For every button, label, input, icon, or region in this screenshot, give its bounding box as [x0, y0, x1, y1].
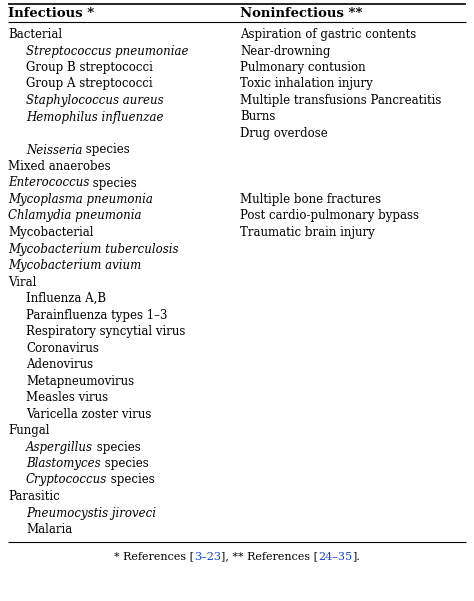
Text: Mycobacterium avium: Mycobacterium avium: [8, 259, 141, 272]
Text: Hemophilus influenzae: Hemophilus influenzae: [26, 111, 164, 123]
Text: Noninfectious **: Noninfectious **: [240, 7, 363, 20]
Text: Measles virus: Measles virus: [26, 391, 108, 404]
Text: Drug overdose: Drug overdose: [240, 127, 328, 140]
Text: Pulmonary contusion: Pulmonary contusion: [240, 61, 365, 74]
Text: Bacterial: Bacterial: [8, 28, 62, 41]
Text: Fungal: Fungal: [8, 424, 49, 437]
Text: species: species: [100, 457, 148, 470]
Text: Aspiration of gastric contents: Aspiration of gastric contents: [240, 28, 416, 41]
Text: Adenovirus: Adenovirus: [26, 358, 93, 371]
Text: Influenza A,B: Influenza A,B: [26, 292, 106, 305]
Text: * References [: * References [: [114, 552, 194, 561]
Text: 24–35: 24–35: [318, 552, 352, 561]
Text: Traumatic brain injury: Traumatic brain injury: [240, 226, 375, 239]
Text: Respiratory syncytial virus: Respiratory syncytial virus: [26, 325, 185, 338]
Text: Parainfluenza types 1–3: Parainfluenza types 1–3: [26, 308, 167, 322]
Text: Group A streptococci: Group A streptococci: [26, 78, 153, 91]
Text: Parasitic: Parasitic: [8, 490, 60, 503]
Text: Staphylococcus aureus: Staphylococcus aureus: [26, 94, 164, 107]
Text: Blastomyces: Blastomyces: [26, 457, 100, 470]
Text: Coronavirus: Coronavirus: [26, 341, 99, 355]
Text: Near-drowning: Near-drowning: [240, 44, 330, 58]
Text: Enterococcus: Enterococcus: [8, 177, 90, 189]
Text: Pneumocystis jiroveci: Pneumocystis jiroveci: [26, 507, 156, 519]
Text: Neisseria: Neisseria: [26, 144, 82, 156]
Text: Post cardio-pulmonary bypass: Post cardio-pulmonary bypass: [240, 210, 419, 222]
Text: Malaria: Malaria: [26, 523, 72, 536]
Text: 3–23: 3–23: [194, 552, 221, 561]
Text: Viral: Viral: [8, 275, 36, 288]
Text: species: species: [93, 441, 141, 454]
Text: Burns: Burns: [240, 111, 275, 123]
Text: Chlamydia pneumonia: Chlamydia pneumonia: [8, 210, 142, 222]
Text: Multiple transfusions Pancreatitis: Multiple transfusions Pancreatitis: [240, 94, 441, 107]
Text: ], ** References [: ], ** References [: [221, 552, 318, 561]
Text: Infectious *: Infectious *: [8, 7, 94, 20]
Text: Aspergillus: Aspergillus: [26, 441, 93, 454]
Text: Streptococcus pneumoniae: Streptococcus pneumoniae: [26, 44, 189, 58]
Text: species: species: [82, 144, 130, 156]
Text: Varicella zoster virus: Varicella zoster virus: [26, 407, 151, 421]
Text: ].: ].: [352, 552, 360, 561]
Text: Mycoplasma pneumonia: Mycoplasma pneumonia: [8, 193, 153, 206]
Text: Cryptococcus: Cryptococcus: [26, 474, 107, 486]
Text: Metapneumovirus: Metapneumovirus: [26, 374, 134, 388]
Text: Mycobacterial: Mycobacterial: [8, 226, 93, 239]
Text: species: species: [90, 177, 137, 189]
Text: species: species: [107, 474, 155, 486]
Text: Toxic inhalation injury: Toxic inhalation injury: [240, 78, 373, 91]
Text: Mycobacterium tuberculosis: Mycobacterium tuberculosis: [8, 242, 179, 255]
Text: Multiple bone fractures: Multiple bone fractures: [240, 193, 381, 206]
Text: Mixed anaerobes: Mixed anaerobes: [8, 160, 110, 173]
Text: Group B streptococci: Group B streptococci: [26, 61, 153, 74]
